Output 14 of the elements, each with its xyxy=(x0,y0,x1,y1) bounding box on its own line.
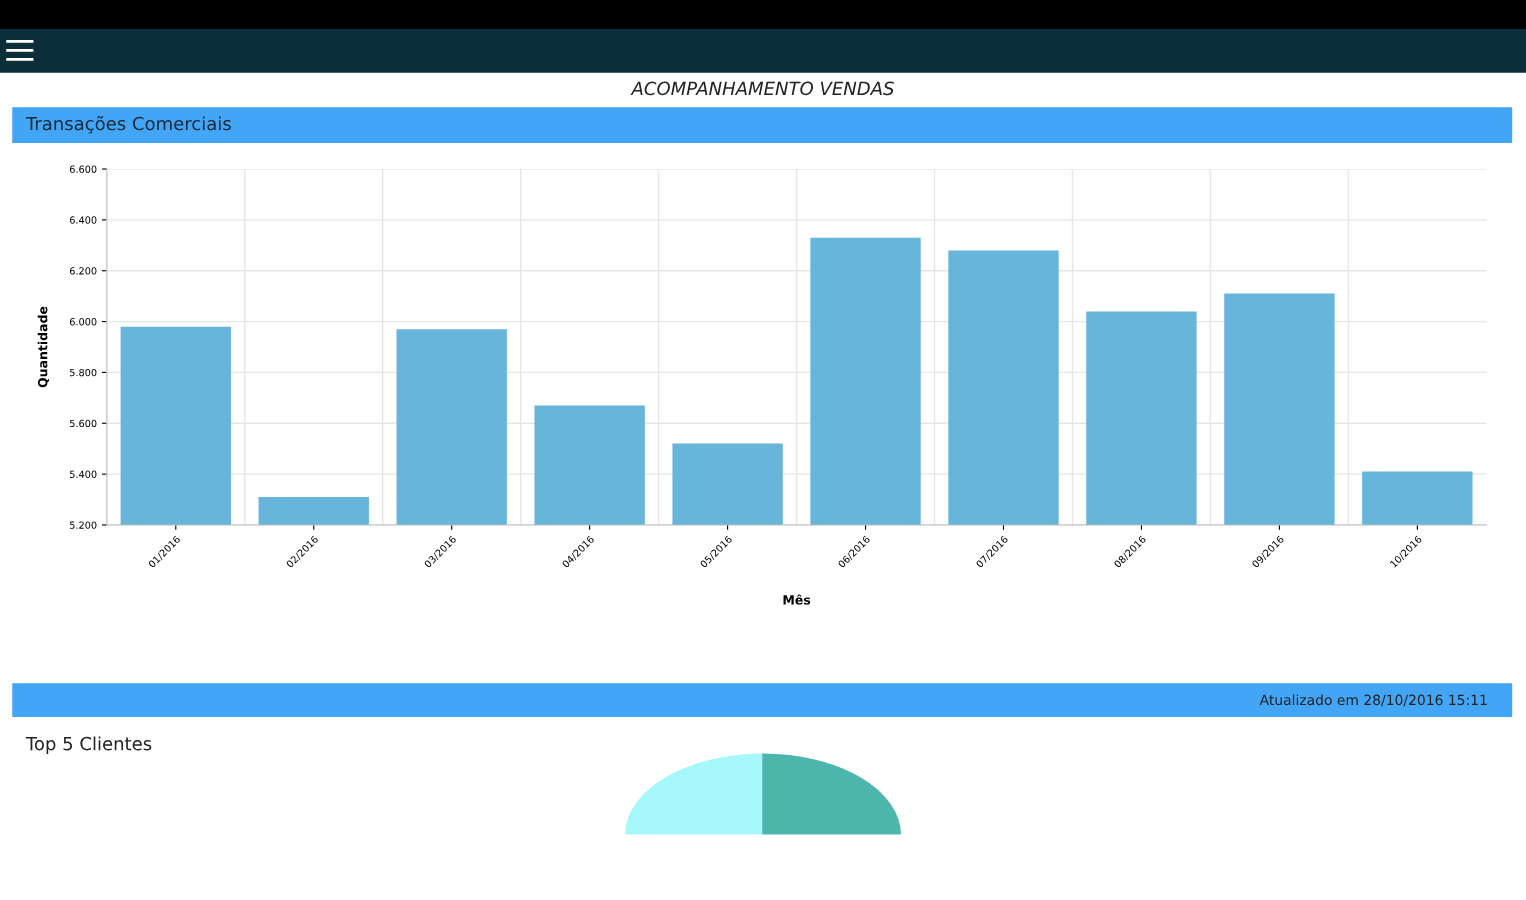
chart-title: Transações Comerciais xyxy=(25,116,231,134)
text: Atualizado em 28/10/2016 15:11 xyxy=(1259,694,1487,707)
y-tick-label: 6.400 xyxy=(69,216,97,224)
text: ACOMPANHAMENTO VENDAS xyxy=(630,81,894,96)
y-tick-label: 6.000 xyxy=(69,318,97,326)
y-tick-label: 5.200 xyxy=(70,521,97,529)
y-tick-label: 5.800 xyxy=(70,368,97,377)
y-tick-label: 6.600 xyxy=(69,165,97,173)
text: Top 5 Clientes xyxy=(25,736,152,754)
y-axis-title: Quantidade xyxy=(37,306,50,388)
x-axis-title: Mês xyxy=(783,594,811,605)
y-tick-label: 5.400 xyxy=(70,470,97,478)
y-tick-label: 6.200 xyxy=(69,267,97,275)
y-tick-label: 5.600 xyxy=(70,419,97,428)
